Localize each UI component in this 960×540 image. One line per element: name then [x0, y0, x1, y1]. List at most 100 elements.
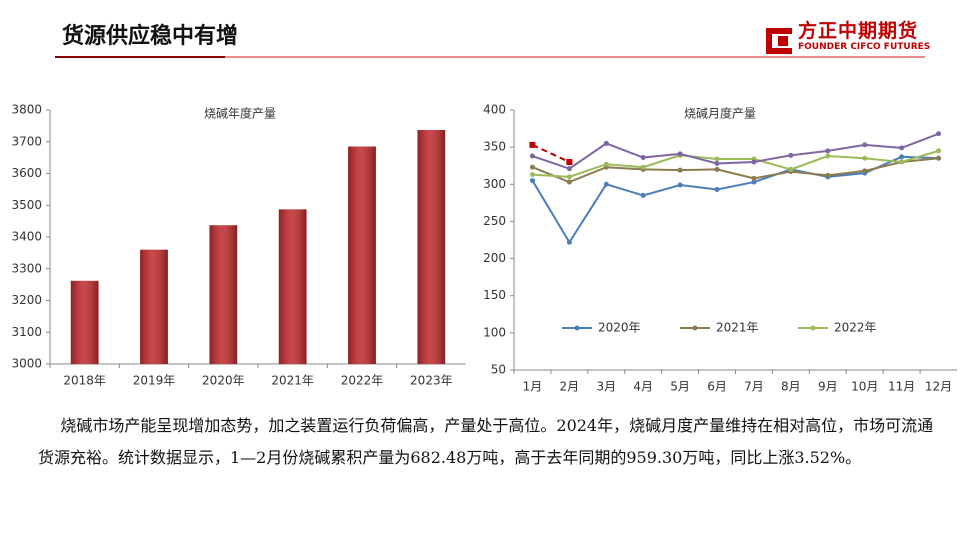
x-tick-label: 2018年 — [63, 374, 106, 388]
point — [529, 178, 535, 184]
body-paragraph: 烧碱市场产能呈现增加态势，加之装置运行负荷偏高，产量处于高位。2024年，烧碱月… — [38, 416, 934, 467]
y-tick-label: 250 — [483, 214, 506, 228]
point — [640, 155, 646, 161]
legend-marker — [692, 325, 698, 331]
y-tick-label: 50 — [491, 363, 506, 377]
point — [899, 145, 905, 151]
x-tick-label: 8月 — [781, 380, 801, 394]
y-tick-label: 400 — [483, 103, 506, 117]
point — [529, 164, 535, 170]
logo-icon — [766, 28, 792, 54]
point — [677, 151, 683, 157]
x-tick-label: 6月 — [707, 380, 727, 394]
x-tick-label: 2021年 — [271, 374, 314, 388]
point — [714, 160, 720, 166]
point — [899, 159, 905, 165]
point — [751, 159, 757, 165]
point — [936, 148, 942, 154]
point — [640, 164, 646, 170]
y-tick-label: 3800 — [11, 103, 42, 117]
y-tick-label: 3200 — [11, 293, 42, 307]
point — [603, 161, 609, 167]
point — [714, 166, 720, 172]
point — [788, 166, 794, 172]
point — [603, 140, 609, 146]
bar-shade — [70, 280, 99, 364]
point — [788, 152, 794, 158]
x-tick-label: 9月 — [818, 380, 838, 394]
charts: 3000 3100 3200 3300 3400 3500 3600 3700 3800 2018… — [11, 103, 957, 394]
point — [936, 131, 942, 137]
legend-label: 2020年 — [598, 321, 641, 335]
series-line — [532, 149, 939, 178]
series-line — [532, 132, 939, 170]
y-tick-label: 150 — [483, 288, 506, 302]
y-tick-label: 3300 — [11, 261, 42, 275]
point — [677, 167, 683, 173]
point — [566, 166, 572, 172]
point — [566, 174, 572, 180]
x-tick-label: 4月 — [633, 380, 653, 394]
point — [751, 175, 757, 181]
point — [751, 179, 757, 185]
y-tick-label: 3000 — [11, 357, 42, 371]
logo-subtext: FOUNDER CIFCO FUTURES — [798, 42, 931, 52]
y-tick-label: 350 — [483, 140, 506, 154]
y-tick-label: 3700 — [11, 134, 42, 148]
legend-marker — [810, 325, 816, 331]
point — [529, 172, 535, 178]
x-tick-label: 5月 — [670, 380, 690, 394]
point — [566, 239, 572, 245]
point — [899, 154, 905, 160]
point — [714, 186, 720, 192]
slide-title: 货源供应稳中有增 — [62, 24, 239, 49]
point — [825, 148, 831, 154]
x-tick-label: 7月 — [744, 380, 764, 394]
chart-title: 烧碱月度产量 — [684, 106, 756, 121]
legend-marker — [574, 325, 580, 331]
point — [566, 159, 573, 165]
x-tick-label: 2月 — [560, 380, 580, 394]
y-tick-label: 200 — [483, 251, 506, 265]
chart-title: 烧碱年度产量 — [204, 106, 276, 121]
y-tick-label: 300 — [483, 177, 506, 191]
x-tick-label: 12月 — [925, 380, 952, 394]
x-tick-label: 2022年 — [341, 374, 384, 388]
point — [825, 153, 831, 159]
x-tick-label: 10月 — [851, 380, 878, 394]
point — [529, 153, 535, 159]
point — [862, 155, 868, 161]
x-tick-label: 2019年 — [133, 374, 176, 388]
bar-shade — [417, 130, 446, 364]
bar-shade — [140, 249, 168, 364]
y-tick-label: 100 — [483, 325, 506, 339]
series-line — [532, 144, 570, 163]
point — [936, 155, 942, 161]
point — [862, 168, 868, 174]
bar-shade — [348, 146, 376, 364]
x-tick-label: 3月 — [596, 380, 616, 394]
y-tick-label: 3600 — [11, 166, 42, 180]
point — [640, 192, 646, 198]
y-tick-label: 3500 — [11, 198, 42, 212]
bar-shade — [209, 225, 238, 364]
y-tick-label: 3100 — [11, 325, 42, 339]
x-tick-label: 2020年 — [202, 374, 245, 388]
point — [825, 172, 831, 178]
x-tick-label: 1月 — [523, 380, 543, 394]
logo-text: 方正中期期货 — [798, 20, 919, 42]
point — [529, 141, 536, 148]
point — [714, 156, 720, 162]
legend-label: 2022年 — [834, 321, 877, 335]
series-line — [532, 157, 939, 184]
point — [677, 182, 683, 188]
y-tick-label: 3400 — [11, 230, 42, 244]
logo-icon — [778, 36, 788, 46]
x-tick-label: 11月 — [888, 380, 915, 394]
header-decor — [55, 28, 925, 58]
x-tick-label: 2023年 — [410, 374, 453, 388]
point — [603, 181, 609, 187]
point — [566, 179, 572, 185]
point — [862, 142, 868, 148]
